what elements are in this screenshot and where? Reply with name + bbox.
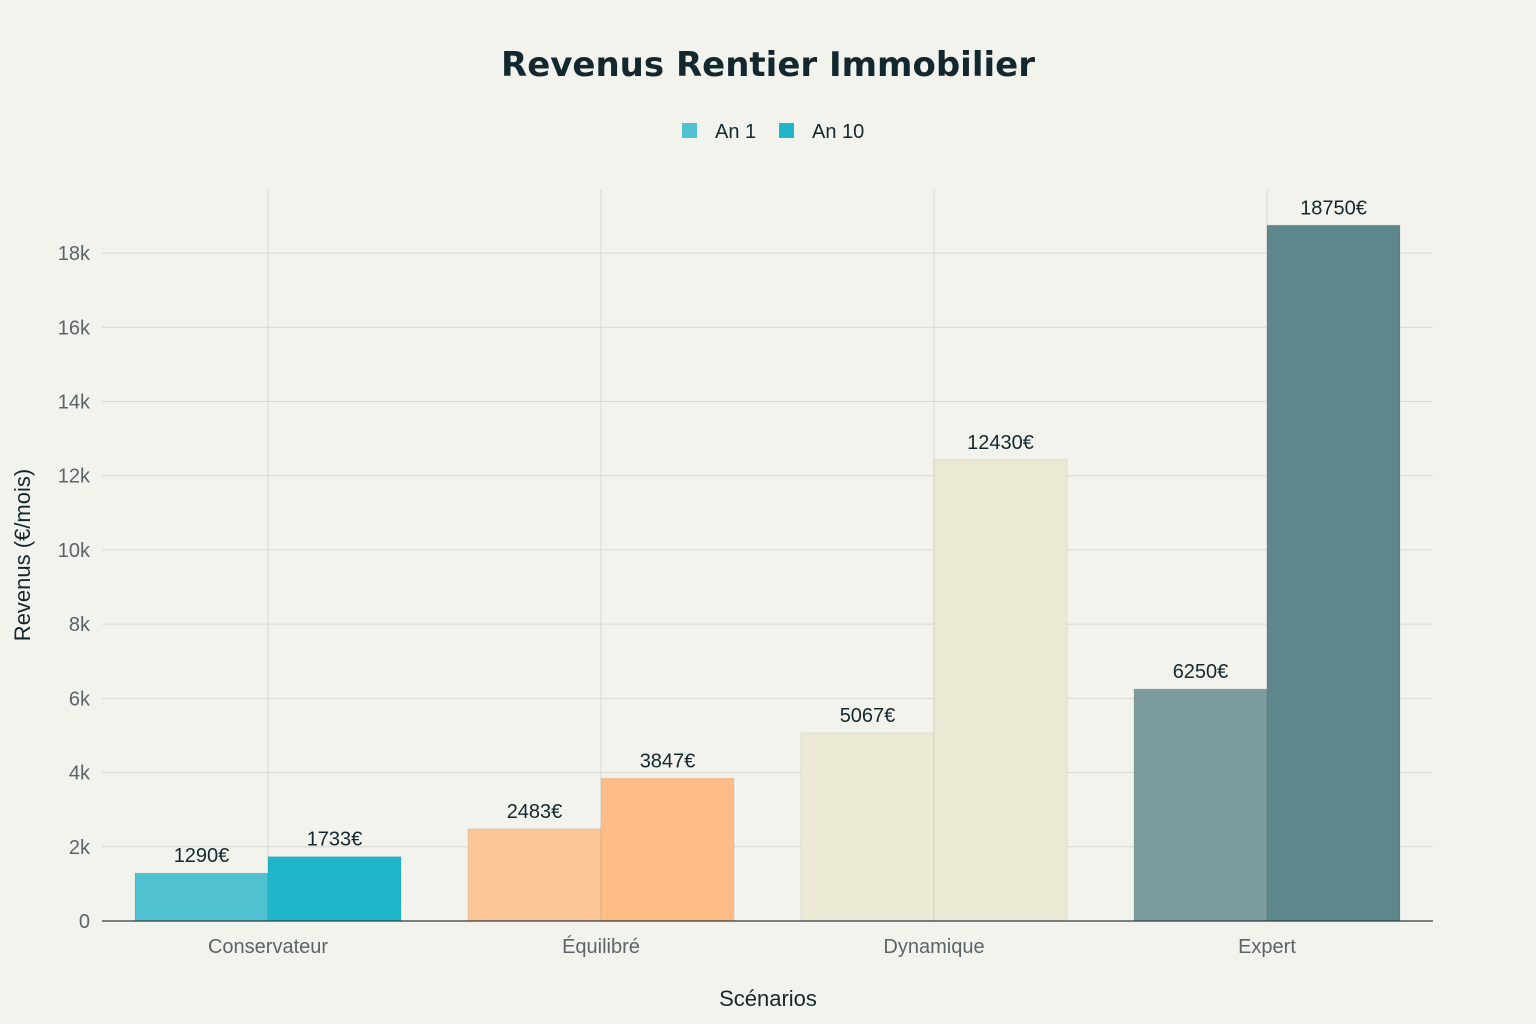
y-tick-label: 0 [79, 911, 90, 933]
x-axis-title: Scénarios [719, 986, 817, 1011]
data-label: 6250€ [1173, 661, 1229, 683]
bar-an1-1[interactable] [467, 828, 602, 922]
data-label: 18750€ [1300, 197, 1367, 219]
y-tick-label: 12k [58, 466, 91, 488]
x-tick-label: Expert [1238, 936, 1296, 958]
legend-label: An 1 [715, 121, 756, 143]
bars [134, 224, 1401, 922]
bar-an1-3[interactable] [1133, 688, 1268, 922]
chart-title: Revenus Rentier Immobilier [501, 45, 1035, 85]
legend-swatch [779, 123, 794, 138]
data-label: 2483€ [507, 801, 563, 823]
data-label: 1733€ [307, 829, 363, 851]
y-tick-label: 8k [69, 614, 91, 636]
bar-an1-0[interactable] [134, 872, 269, 922]
bar-an10-2[interactable] [933, 459, 1068, 922]
y-axis-title: Revenus (€/mois) [10, 469, 35, 641]
y-tick-label: 14k [58, 392, 91, 414]
data-label: 12430€ [967, 432, 1034, 454]
x-tick-label: Conservateur [208, 936, 328, 958]
legend-item-an10[interactable]: An 10 [779, 121, 864, 143]
x-tick-label: Équilibré [562, 935, 640, 958]
data-label: 5067€ [840, 705, 896, 727]
legend-label: An 10 [812, 121, 864, 143]
axes: 0 2k 4k 6k 8k 10k 12k 14k 16k 18k Conservateur Équi… [58, 243, 1433, 958]
data-labels: 1290€ 2483€ 5067€ 6250€ 1733€ 3847€ 12430€ 1875… [174, 197, 1367, 867]
legend[interactable]: An 1 An 10 [682, 121, 864, 143]
bar-an1-2[interactable] [800, 732, 935, 922]
y-tick-label: 2k [69, 837, 91, 859]
y-tick-label: 6k [69, 688, 91, 710]
y-tick-label: 10k [58, 540, 91, 562]
legend-swatch [682, 123, 697, 138]
bar-an10-1[interactable] [600, 777, 735, 922]
x-tick-label: Dynamique [883, 936, 984, 958]
data-label: 1290€ [174, 845, 230, 867]
data-label: 3847€ [640, 750, 696, 772]
legend-item-an1[interactable]: An 1 [682, 121, 756, 143]
y-tick-label: 18k [58, 243, 91, 265]
y-tick-label: 4k [69, 763, 91, 785]
y-tick-label: 16k [58, 317, 91, 339]
bar-an10-3[interactable] [1266, 224, 1401, 922]
bar-an10-0[interactable] [267, 856, 402, 922]
